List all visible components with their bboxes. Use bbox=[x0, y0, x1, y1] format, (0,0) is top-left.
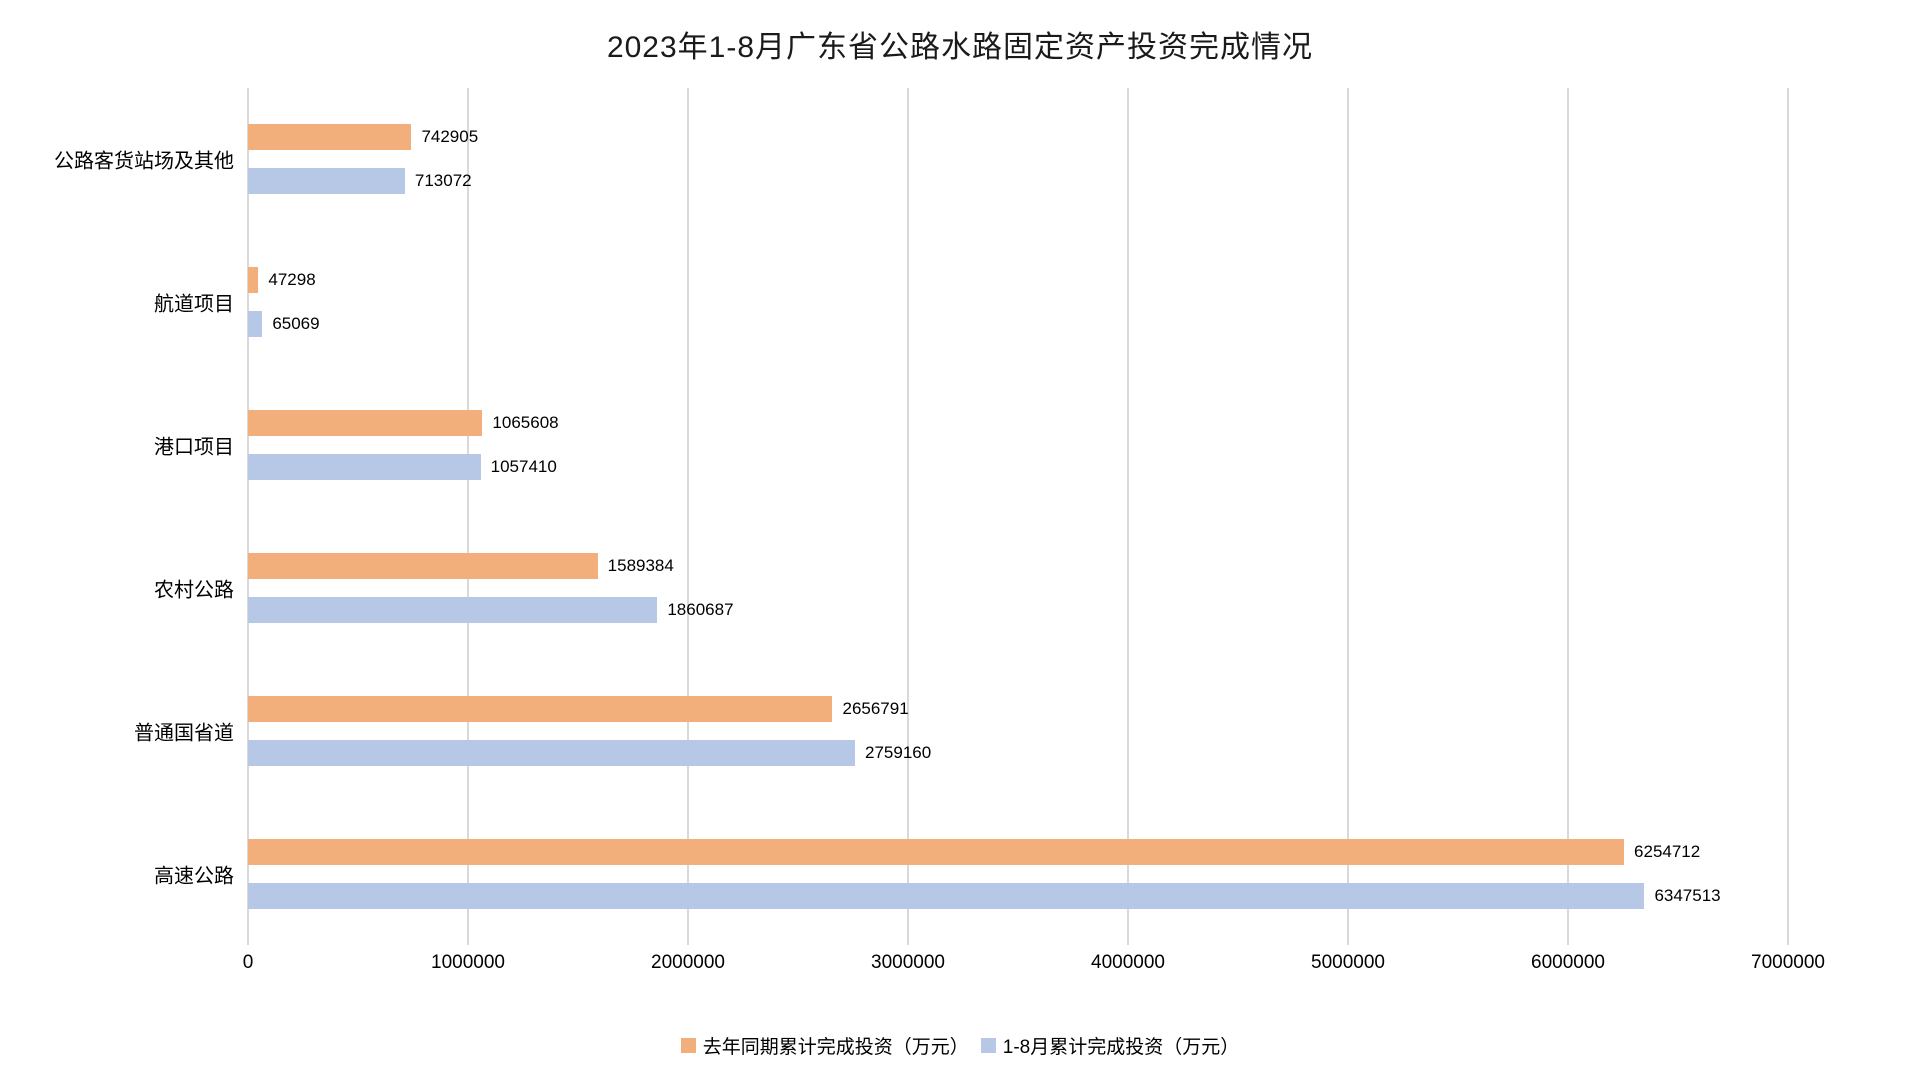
category-label: 农村公路 bbox=[154, 579, 234, 602]
x-tick-label: 2000000 bbox=[651, 952, 725, 973]
bar-current bbox=[248, 454, 481, 481]
category-label: 航道项目 bbox=[154, 293, 234, 316]
bar-current bbox=[248, 311, 263, 338]
bar-prev-year bbox=[248, 695, 833, 722]
plot-rows: 公路客货站场及其他 742905 713072 航道项目 47298 65069 港口项目 1… bbox=[54, 88, 1788, 945]
value-label: 47298 bbox=[268, 270, 316, 290]
legend-item-prev-year: 去年同期累计完成投资（万元） bbox=[680, 1032, 969, 1059]
legend: 去年同期累计完成投资（万元） 1-8月累计完成投资（万元） bbox=[0, 1032, 1920, 1059]
x-tick-label: 0 bbox=[242, 952, 254, 973]
chart-row: 航道项目 47298 65069 bbox=[154, 231, 1788, 374]
axis-line bbox=[247, 88, 249, 945]
gridline bbox=[1126, 88, 1129, 945]
value-label: 1589384 bbox=[607, 555, 674, 575]
chart-row: 高速公路 6254712 6347513 bbox=[154, 802, 1788, 945]
value-label: 713072 bbox=[414, 171, 472, 191]
gridline bbox=[1567, 88, 1569, 945]
bar-current bbox=[248, 882, 1645, 909]
value-label: 2656791 bbox=[842, 698, 909, 718]
value-label: 1860687 bbox=[667, 599, 734, 619]
value-label: 6347513 bbox=[1654, 885, 1721, 905]
bar-line: 742905 bbox=[248, 124, 1788, 151]
gridline bbox=[1347, 88, 1349, 945]
chart-row: 农村公路 1589384 1860687 bbox=[154, 516, 1788, 659]
x-tick-label: 7000000 bbox=[1751, 952, 1825, 973]
bar-line: 1065608 bbox=[248, 410, 1788, 437]
plot-area: 公路客货站场及其他 742905 713072 航道项目 47298 65069 港口项目 1… bbox=[54, 88, 1789, 945]
bar-current bbox=[248, 168, 405, 195]
value-label: 742905 bbox=[421, 127, 479, 147]
bar-prev-year bbox=[248, 267, 259, 294]
bar-current bbox=[248, 596, 658, 623]
category-label: 公路客货站场及其他 bbox=[54, 150, 234, 173]
gridline bbox=[907, 88, 909, 945]
legend-item-current: 1-8月累计完成投资（万元） bbox=[980, 1032, 1240, 1059]
bar-prev-year bbox=[248, 410, 483, 437]
bar-line: 2759160 bbox=[248, 739, 1788, 766]
x-tick-label: 1000000 bbox=[431, 952, 505, 973]
x-tick-label: 4000000 bbox=[1091, 952, 1165, 973]
bar-current bbox=[248, 739, 855, 766]
value-label: 2759160 bbox=[865, 742, 932, 762]
value-label: 1057410 bbox=[490, 457, 557, 477]
bar-line: 1589384 bbox=[248, 552, 1788, 579]
x-tick-label: 5000000 bbox=[1311, 952, 1385, 973]
legend-label: 去年同期累计完成投资（万元） bbox=[702, 1037, 969, 1058]
bar-line: 2656791 bbox=[248, 695, 1788, 722]
bar-line: 6254712 bbox=[248, 838, 1788, 865]
value-label: 65069 bbox=[272, 314, 320, 334]
chart-row: 港口项目 1065608 1057410 bbox=[154, 374, 1788, 517]
legend-swatch-prev-year bbox=[680, 1038, 696, 1053]
bar-prev-year bbox=[248, 838, 1625, 865]
bar-line: 1860687 bbox=[248, 596, 1788, 623]
chart-row: 普通国省道 2656791 2759160 bbox=[134, 659, 1788, 802]
bar-line: 713072 bbox=[248, 168, 1788, 195]
category-label: 高速公路 bbox=[154, 865, 234, 888]
category-label: 普通国省道 bbox=[134, 722, 234, 745]
bar-line: 65069 bbox=[248, 311, 1788, 338]
x-tick-label: 6000000 bbox=[1531, 952, 1605, 973]
x-tick-label: 3000000 bbox=[871, 952, 945, 973]
bar-line: 6347513 bbox=[248, 882, 1788, 909]
bar-prev-year bbox=[248, 124, 412, 151]
category-label: 港口项目 bbox=[154, 436, 234, 459]
legend-swatch-current bbox=[980, 1038, 996, 1053]
bar-prev-year bbox=[248, 552, 598, 579]
legend-label: 1-8月累计完成投资（万元） bbox=[1002, 1037, 1240, 1058]
gridline bbox=[686, 88, 689, 945]
value-label: 6254712 bbox=[1634, 841, 1701, 861]
gridline bbox=[466, 88, 469, 945]
gridline bbox=[1787, 88, 1789, 945]
chart-row: 公路客货站场及其他 742905 713072 bbox=[54, 88, 1788, 231]
value-label: 1065608 bbox=[492, 413, 559, 433]
bar-line: 1057410 bbox=[248, 454, 1788, 481]
chart-title: 2023年1-8月广东省公路水路固定资产投资完成情况 bbox=[606, 31, 1314, 64]
bar-line: 47298 bbox=[248, 267, 1788, 294]
x-axis-labels: 0 1000000 2000000 3000000 4000000 5000000 6000… bbox=[243, 952, 1825, 982]
